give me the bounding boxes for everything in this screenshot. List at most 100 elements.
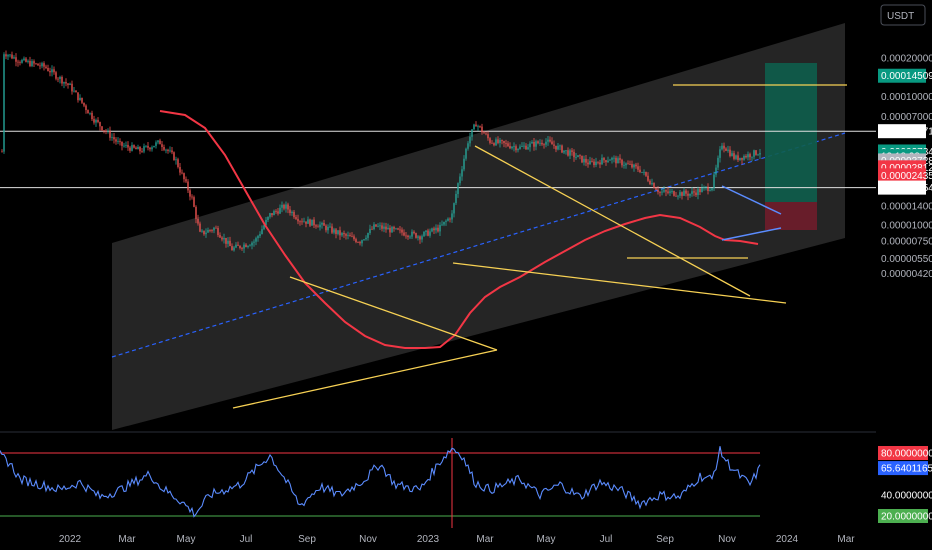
candle-body bbox=[259, 233, 261, 237]
candle-body bbox=[549, 139, 551, 142]
candle-body bbox=[741, 157, 743, 160]
candle-body bbox=[437, 227, 439, 232]
candle-body bbox=[275, 211, 277, 212]
candle-body bbox=[489, 138, 491, 143]
candle-body bbox=[677, 195, 679, 197]
currency-button[interactable] bbox=[880, 4, 926, 26]
candle-body bbox=[129, 147, 131, 151]
candle-body bbox=[13, 57, 15, 59]
candle-body bbox=[505, 142, 507, 144]
candle-body bbox=[193, 197, 195, 207]
candle-body bbox=[735, 155, 737, 159]
candle-body bbox=[553, 144, 555, 146]
candle-body bbox=[703, 187, 705, 188]
candle-body bbox=[169, 150, 171, 152]
candle-body bbox=[575, 157, 577, 158]
time-tick-label: Jul bbox=[600, 534, 613, 545]
candle-body bbox=[627, 163, 629, 165]
candle-body bbox=[385, 226, 387, 230]
candle-body bbox=[151, 147, 153, 150]
candle-body bbox=[443, 221, 445, 225]
candle-body bbox=[143, 146, 145, 152]
candle-body bbox=[87, 110, 89, 114]
candle-body bbox=[401, 229, 403, 233]
candle-body bbox=[397, 228, 399, 230]
candle-body bbox=[39, 65, 41, 67]
candle-body bbox=[113, 137, 115, 140]
candle-body bbox=[45, 66, 47, 68]
price-tick-label: 0.00007000 bbox=[881, 112, 932, 123]
candle-body bbox=[407, 235, 409, 238]
candle-body bbox=[335, 229, 337, 234]
candle-body bbox=[159, 140, 161, 145]
candle-body bbox=[77, 92, 79, 101]
candle-body bbox=[99, 122, 101, 127]
candle-body bbox=[751, 156, 753, 158]
candle-body bbox=[1, 151, 3, 153]
candle-body bbox=[109, 130, 111, 138]
candle-body bbox=[281, 204, 283, 208]
candle-body bbox=[299, 221, 301, 223]
candle-body bbox=[447, 218, 449, 221]
candle-body bbox=[3, 54, 5, 152]
candle-body bbox=[91, 112, 93, 120]
candle-body bbox=[499, 140, 501, 143]
price-tick-label: 0.00000550 bbox=[881, 254, 932, 265]
candle-body bbox=[485, 133, 487, 135]
candle-body bbox=[647, 175, 649, 181]
candle-body bbox=[469, 136, 471, 144]
candle-body bbox=[231, 246, 233, 251]
candle-body bbox=[743, 155, 745, 160]
candle-body bbox=[93, 119, 95, 123]
candle-body bbox=[519, 146, 521, 149]
time-scale[interactable]: 2022 Mar May Jul Sep Nov 2023 Mar May Jul Sep Nov 20… bbox=[59, 534, 855, 545]
candle-body bbox=[243, 244, 245, 249]
candle-body bbox=[27, 60, 29, 62]
candle-body bbox=[177, 159, 179, 168]
candle-body bbox=[497, 139, 499, 143]
time-tick-label: Mar bbox=[118, 534, 136, 545]
candle-body bbox=[273, 211, 275, 216]
candle-body bbox=[633, 164, 635, 168]
candle-body bbox=[473, 124, 475, 130]
candle-body bbox=[587, 162, 589, 165]
candle-body bbox=[733, 153, 735, 159]
candle-body bbox=[49, 71, 51, 73]
price-pane[interactable] bbox=[0, 23, 876, 430]
candle-body bbox=[545, 141, 547, 145]
candle-body bbox=[629, 164, 631, 165]
candle-body bbox=[277, 211, 279, 214]
candle-body bbox=[371, 228, 373, 230]
price-scale[interactable]: USDT 0.00020000 0.00010000 0.00007000 0.000… bbox=[876, 0, 932, 550]
candle-body bbox=[375, 224, 377, 227]
candle-body bbox=[595, 161, 597, 166]
candle-body bbox=[681, 192, 683, 196]
candle-body bbox=[697, 189, 699, 196]
candle-body bbox=[687, 193, 689, 196]
candle-body bbox=[209, 229, 211, 231]
regression-channel bbox=[112, 23, 845, 430]
candle-body bbox=[257, 236, 259, 239]
candle-body bbox=[117, 141, 119, 142]
candle-body bbox=[577, 155, 579, 158]
candle-body bbox=[97, 119, 99, 123]
candle-body bbox=[29, 60, 31, 67]
candle-body bbox=[747, 154, 749, 158]
candle-body bbox=[467, 143, 469, 149]
candle-body bbox=[15, 57, 17, 62]
candle-body bbox=[649, 180, 651, 185]
rsi-pane[interactable] bbox=[0, 431, 932, 528]
candle-body bbox=[293, 211, 295, 218]
yellow-trendlines bbox=[232, 84, 847, 409]
candle-body bbox=[569, 150, 571, 156]
candle-body bbox=[539, 142, 541, 144]
candle-body bbox=[543, 144, 545, 146]
candle-body bbox=[565, 150, 567, 152]
candle-body bbox=[723, 145, 725, 149]
candle-body bbox=[69, 83, 71, 85]
candle-body bbox=[383, 226, 385, 229]
candle-body bbox=[365, 237, 367, 240]
candle-body bbox=[55, 72, 57, 79]
price-tick-label: 0.00000750 bbox=[881, 237, 932, 248]
